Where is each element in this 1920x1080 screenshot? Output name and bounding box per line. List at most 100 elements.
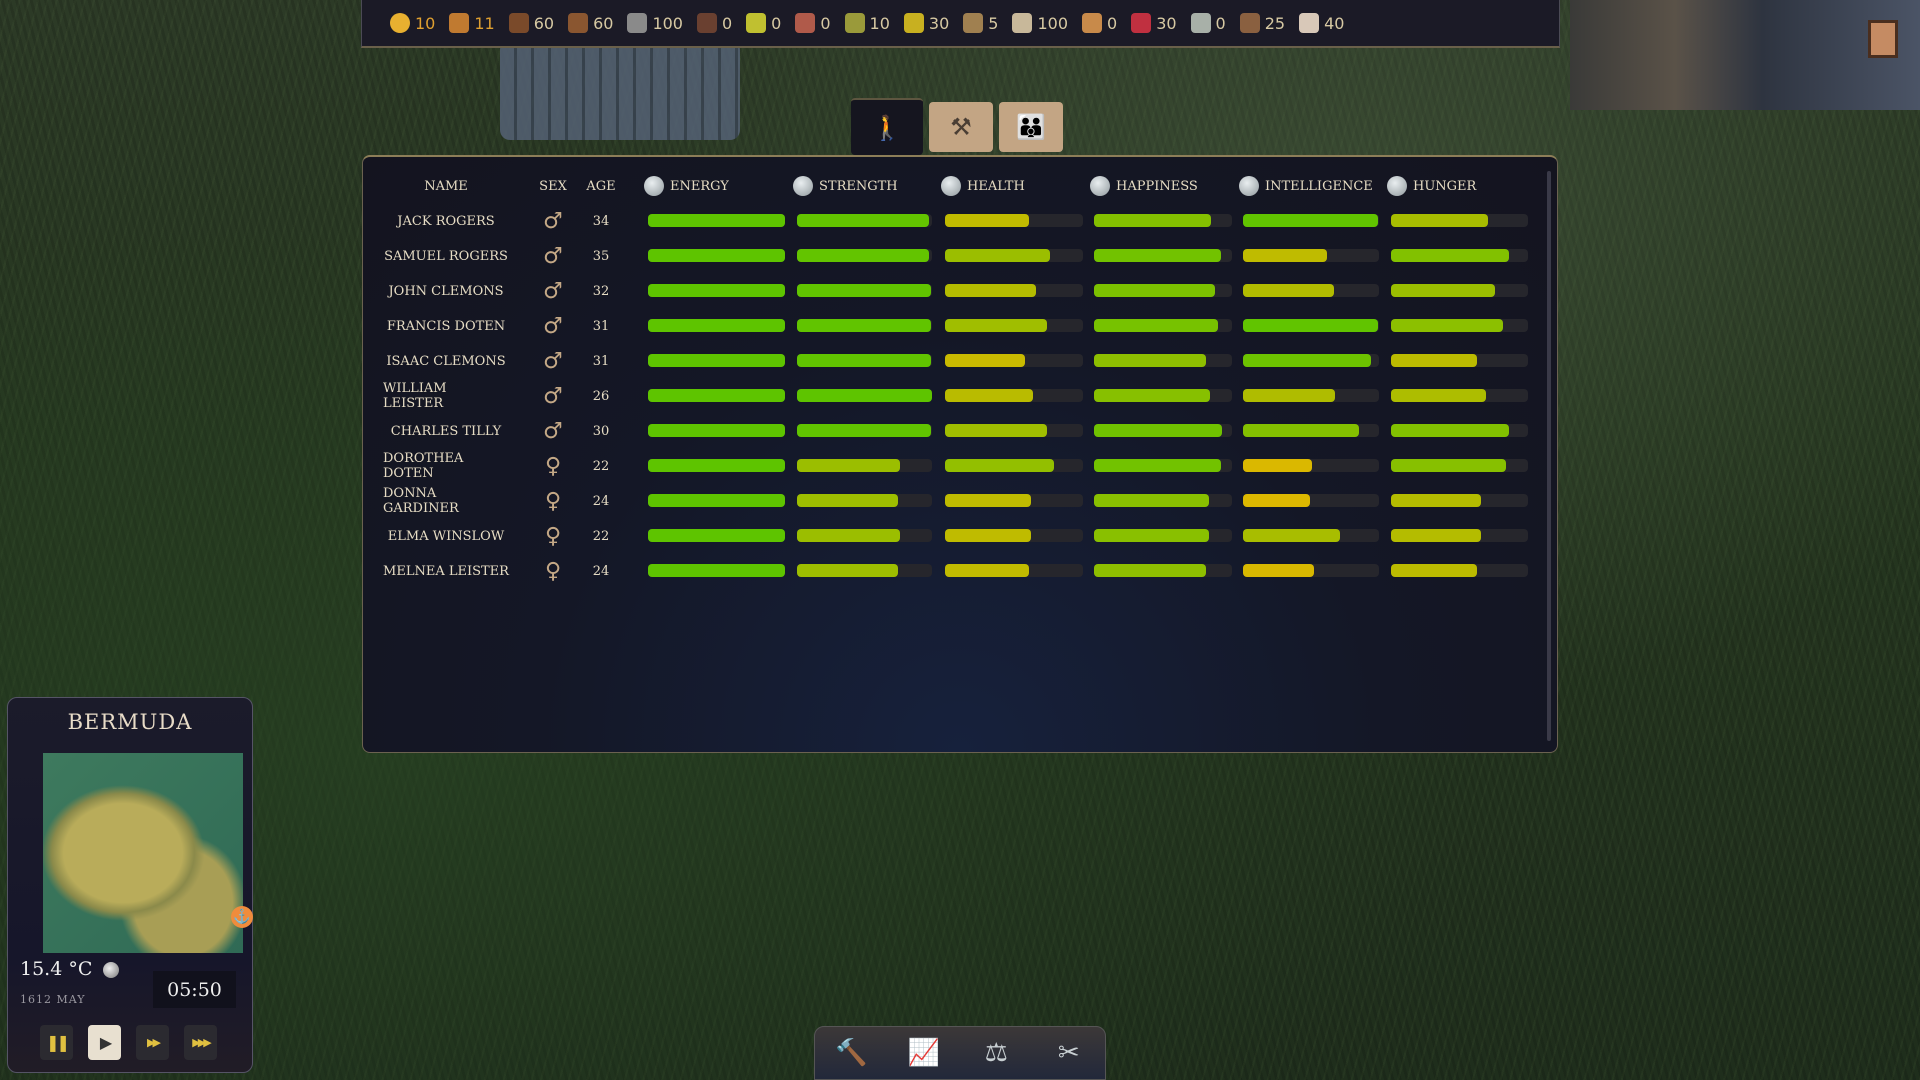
play-button[interactable]: ▶ xyxy=(88,1025,121,1060)
statistics-button[interactable]: 📈 xyxy=(907,1038,940,1068)
happiness-bar xyxy=(1094,284,1232,297)
colonist-name[interactable]: JOHN CLEMONS xyxy=(388,283,504,299)
bar-fill xyxy=(1391,459,1507,472)
bar-fill xyxy=(797,564,899,577)
resource-gold-coin[interactable]: 10 xyxy=(390,0,435,47)
resource-logs[interactable]: 60 xyxy=(508,0,554,47)
fastest-button[interactable]: ▶▶▶ xyxy=(184,1025,217,1060)
colonist-name[interactable]: FRANCIS DOTEN xyxy=(386,318,506,334)
resource-maize[interactable]: 30 xyxy=(903,0,949,47)
health-bar xyxy=(945,424,1083,437)
resource-wheat[interactable]: 10 xyxy=(844,0,890,47)
table-row[interactable]: MELNEA LEISTER ♀ 24 xyxy=(363,559,1557,584)
health-bar xyxy=(945,354,1083,367)
stone-icon xyxy=(627,13,648,33)
energy-bar xyxy=(648,249,785,262)
resource-flour[interactable]: 100 xyxy=(1012,0,1068,47)
bar-fill xyxy=(945,459,1055,472)
table-row[interactable]: CHARLES TILLY ♂ 30 xyxy=(363,419,1557,444)
table-row[interactable]: JOHN CLEMONS ♂ 32 xyxy=(363,278,1557,304)
meat-icon xyxy=(1131,13,1152,33)
bar-fill xyxy=(797,424,931,437)
resource-corn[interactable]: 0 xyxy=(746,0,781,47)
header-name[interactable]: NAME xyxy=(424,178,468,194)
colonist-age: 31 xyxy=(592,318,610,334)
colonist-name[interactable]: DONNA GARDINER xyxy=(383,486,459,516)
resource-meat[interactable]: 30 xyxy=(1131,0,1177,47)
colonists-icon xyxy=(449,13,470,33)
resource-fish[interactable]: 0 xyxy=(1190,0,1226,47)
table-row[interactable]: DOROTHEA DOTEN ♀ 22 xyxy=(363,451,1557,481)
resource-potatoes[interactable]: 0 xyxy=(795,0,831,47)
header-sex[interactable]: SEX xyxy=(539,178,567,194)
tab-work[interactable]: ⚒ xyxy=(929,102,993,152)
resource-grain[interactable]: 5 xyxy=(963,0,998,47)
table-row[interactable]: ISAAC CLEMONS ♂ 31 xyxy=(363,349,1557,374)
table-row[interactable]: WILLIAM LEISTER ♂ 26 xyxy=(363,381,1557,411)
bread-icon xyxy=(1082,13,1102,33)
energy-bar xyxy=(648,494,785,507)
intelligence-bar xyxy=(1243,494,1379,507)
header-age[interactable]: AGE xyxy=(586,178,616,194)
header-hunger[interactable]: HUNGER xyxy=(1387,174,1476,198)
bar-fill xyxy=(1243,319,1378,332)
colonist-name[interactable]: DOROTHEA DOTEN xyxy=(383,451,464,481)
bar-fill xyxy=(945,529,1031,542)
table-row[interactable]: JACK ROGERS ♂ 34 xyxy=(363,209,1557,234)
tab-families[interactable]: 👪 xyxy=(999,102,1063,152)
resource-firewood[interactable]: 25 xyxy=(1239,0,1285,47)
colonist-name[interactable]: WILLIAM LEISTER xyxy=(383,381,447,411)
table-row[interactable]: DONNA GARDINER ♀ 24 xyxy=(363,486,1557,516)
colonist-age: 34 xyxy=(592,213,610,229)
happiness-bar xyxy=(1094,564,1232,577)
bar-fill xyxy=(1094,389,1210,402)
bar-fill xyxy=(1391,284,1496,297)
table-row[interactable]: FRANCIS DOTEN ♂ 31 xyxy=(363,314,1557,339)
resource-stone[interactable]: 100 xyxy=(627,0,683,47)
intelligence-bar xyxy=(1243,424,1379,437)
strength-bar xyxy=(797,494,932,507)
resource-colonists[interactable]: 11 xyxy=(449,0,495,47)
intelligence-bar xyxy=(1243,214,1379,227)
minimap[interactable]: ⚓ xyxy=(43,753,253,953)
header-health[interactable]: HEALTH xyxy=(941,174,1025,198)
anchor-icon[interactable]: ⚓ xyxy=(231,906,253,928)
colonist-name[interactable]: CHARLES TILLY xyxy=(390,423,502,439)
table-row[interactable]: SAMUEL ROGERS ♂ 35 xyxy=(363,243,1557,269)
resource-bread[interactable]: 0 xyxy=(1082,0,1117,47)
resource-value: 10 xyxy=(869,13,890,33)
date: 1612 MAY xyxy=(20,993,86,1006)
colonist-name[interactable]: ISAAC CLEMONS xyxy=(386,353,506,369)
tab-individual[interactable]: 🚶 xyxy=(851,98,923,155)
build-hammer-button[interactable]: 🔨 xyxy=(835,1038,868,1068)
strength-bar xyxy=(797,214,932,227)
bar-fill xyxy=(1094,424,1223,437)
header-happiness[interactable]: HAPPINESS xyxy=(1090,174,1198,198)
resource-value: 11 xyxy=(474,13,495,33)
health-bar xyxy=(945,214,1083,227)
fast-forward-button[interactable]: ▶▶ xyxy=(136,1025,169,1060)
colonist-name[interactable]: MELNEA LEISTER xyxy=(383,563,509,579)
planks-icon xyxy=(568,13,589,33)
colonist-name[interactable]: SAMUEL ROGERS xyxy=(384,248,508,264)
header-energy[interactable]: ENERGY xyxy=(644,174,729,198)
heart-icon xyxy=(941,176,961,196)
demolish-button[interactable]: ✂ xyxy=(1057,1038,1080,1068)
resource-bricks[interactable]: 0 xyxy=(696,0,733,47)
scrollbar[interactable] xyxy=(1547,171,1551,741)
energy-bar xyxy=(648,564,785,577)
header-intelligence[interactable]: INTELLIGENCE xyxy=(1239,174,1373,198)
trade-scales-button[interactable]: ⚖ xyxy=(984,1038,1008,1068)
colonist-name[interactable]: JACK ROGERS xyxy=(397,213,495,229)
male-icon: ♂ xyxy=(543,278,563,304)
strength-bar xyxy=(797,354,932,367)
resource-planks[interactable]: 60 xyxy=(568,0,613,47)
resource-value: 0 xyxy=(721,13,733,33)
header-strength[interactable]: STRENGTH xyxy=(793,174,898,198)
pause-button[interactable]: ❚❚ xyxy=(40,1025,73,1060)
table-row[interactable]: ELMA WINSLOW ♀ 22 xyxy=(363,524,1557,549)
resource-egg[interactable]: 40 xyxy=(1299,0,1344,47)
colonist-name[interactable]: ELMA WINSLOW xyxy=(387,528,505,544)
bar-fill xyxy=(797,284,931,297)
male-icon: ♂ xyxy=(543,243,563,269)
